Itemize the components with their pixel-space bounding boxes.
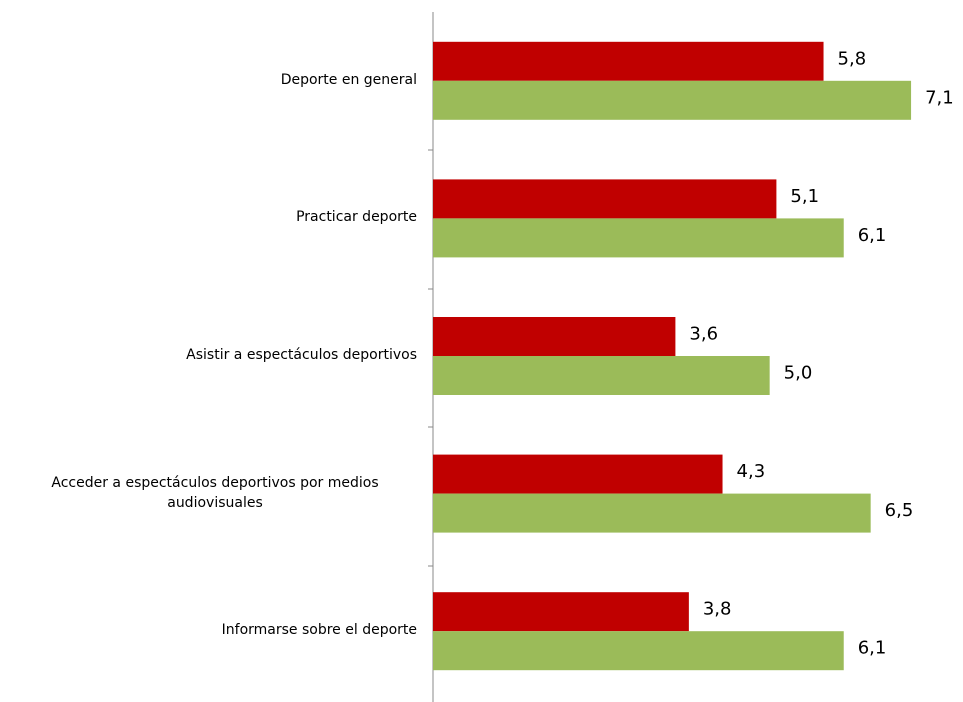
bar (433, 631, 844, 671)
category-label: Informarse sobre el deporte (221, 622, 417, 639)
value-label: 5,8 (838, 48, 867, 69)
bar (433, 218, 844, 258)
bar (433, 493, 871, 533)
value-label: 3,8 (703, 599, 732, 620)
bar (433, 454, 723, 494)
bar (433, 41, 824, 81)
category-label: Deporte en general (280, 71, 417, 88)
value-label: 6,1 (858, 225, 887, 246)
value-label: 7,1 (925, 87, 954, 108)
category-label: Asistir a espectáculos deportivos (186, 347, 417, 363)
bar (433, 179, 777, 219)
bar (433, 80, 912, 120)
value-label: 6,1 (858, 638, 887, 659)
category-label: Practicar deporte (296, 209, 417, 226)
value-label: 5,0 (784, 363, 813, 384)
category-ticks (428, 149, 433, 567)
value-label: 5,1 (790, 186, 819, 207)
category-label: Acceder a espectáculos deportivos por me… (51, 474, 379, 511)
value-label: 6,5 (885, 500, 914, 521)
bar (433, 592, 689, 632)
bar (433, 356, 770, 395)
bar (433, 317, 676, 356)
value-label: 4,3 (737, 461, 766, 482)
value-label: 3,6 (689, 324, 718, 345)
